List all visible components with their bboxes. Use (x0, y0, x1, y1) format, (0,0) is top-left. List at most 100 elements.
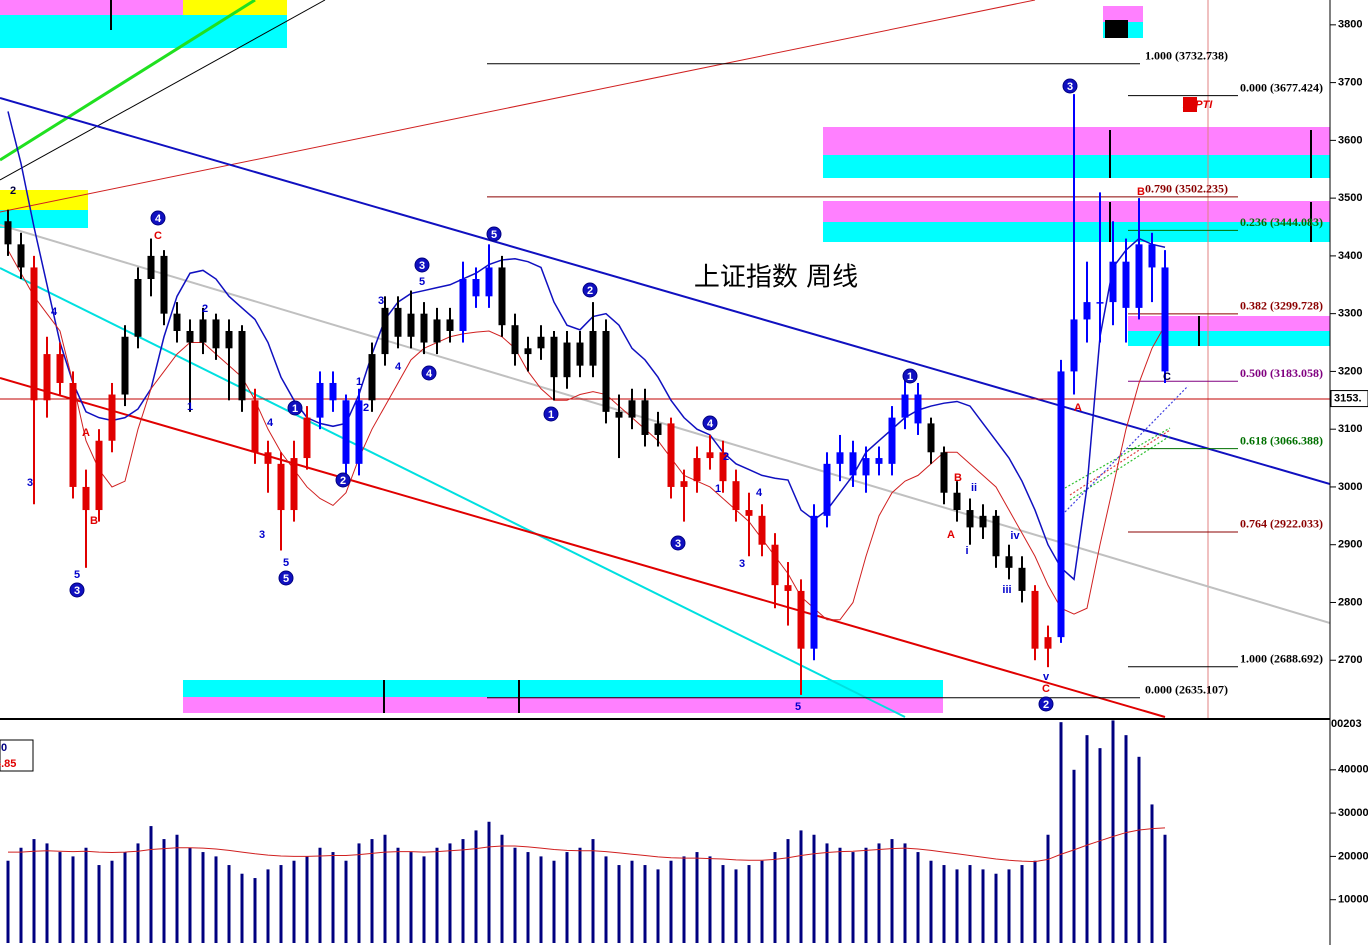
volume-bar (695, 852, 699, 943)
wave-badge (1062, 78, 1078, 94)
wave-badge (335, 472, 351, 488)
wave-label: 2 (10, 185, 16, 197)
volume-bar (669, 860, 673, 943)
volume-bar (825, 843, 829, 943)
wave-label: 3 (259, 529, 265, 541)
y-tick-label: 30000 (1338, 807, 1368, 819)
volume-bar (409, 852, 413, 943)
candle-body (615, 411, 623, 418)
volume-bar (474, 830, 478, 943)
candle-body (225, 330, 233, 349)
price-series (4, 94, 1169, 695)
fib-label: 0.618 (3066.388) (1240, 433, 1323, 447)
candle-body (342, 400, 350, 464)
zone (823, 155, 1330, 178)
candle-body (641, 400, 649, 435)
volume-bar (1007, 869, 1011, 943)
candle-body (329, 382, 337, 401)
volume-bar (370, 839, 374, 943)
y-tick-label: 40000 (1338, 764, 1368, 776)
wave-label: 4 (395, 361, 402, 373)
wave-label: C (154, 230, 162, 242)
candle-body (1148, 244, 1156, 268)
fib-label: 0.000 (2635.107) (1145, 682, 1228, 696)
projection (1064, 427, 1171, 489)
candle-body (1083, 302, 1091, 320)
candle-body (953, 492, 961, 511)
trend-line (0, 0, 326, 181)
volume-bar (539, 856, 543, 943)
wave-label: 4 (155, 213, 162, 225)
zones (0, 0, 1330, 713)
candle-body (485, 267, 493, 297)
volume-bar (331, 852, 335, 943)
tag-box (1183, 97, 1197, 112)
candle-body (1005, 556, 1013, 568)
volume-bar (32, 839, 36, 943)
fib-levels: 1.000 (3732.738) 0.000 (3677.424) 0.790 (3… (487, 48, 1323, 699)
wave-label: iii (1002, 584, 1011, 596)
candle-body (810, 515, 818, 649)
candle-body (134, 278, 142, 337)
trend-line (0, 0, 1036, 213)
y-tick-label: 3700 (1338, 77, 1362, 89)
candle-body (43, 354, 51, 401)
candle-body (576, 342, 584, 366)
volume-bar (812, 834, 816, 943)
volume-bar (552, 860, 556, 943)
candle-body (563, 342, 571, 378)
candle-body (901, 394, 909, 418)
candle-body (888, 417, 896, 464)
candle-body (251, 400, 259, 453)
volume-bar (136, 843, 140, 943)
wave-label: 4 (51, 306, 58, 318)
candle-body (472, 278, 480, 297)
wave-label: 5 (283, 573, 289, 585)
volume-bar (71, 856, 75, 943)
candle-body (1018, 567, 1026, 591)
candle-body (186, 330, 194, 343)
wave-label: B (954, 472, 962, 484)
volume-bar (760, 860, 764, 943)
volume-bar (786, 839, 790, 943)
candle-body (381, 307, 389, 355)
wave-label: 4 (426, 368, 433, 380)
volume-bar (214, 856, 218, 943)
wave-label: 2 (340, 475, 346, 487)
volume-bar (526, 852, 530, 943)
volume-bar (630, 860, 634, 943)
candle-body (693, 458, 701, 482)
volume-bar (448, 843, 452, 943)
trend-line (0, 377, 1166, 718)
fib-label: 0.000 (3677.424) (1240, 80, 1323, 94)
volume-bar (604, 856, 608, 943)
volume-bar (1137, 756, 1141, 943)
volume-bar (591, 839, 595, 943)
wave-labels: 上证指数 周线 2 4 C 4 A 3 B 5 3 2 1 4 1 3 5 5 2 1 2 3 4 5 3 4 5 1 2 4 2 1 4 3… (10, 78, 1213, 713)
wave-badge (582, 282, 598, 298)
volume-bar (1124, 735, 1128, 943)
candle-body (17, 244, 25, 268)
volume-bar (266, 869, 270, 943)
volume-bar (162, 839, 166, 943)
volume-bar (617, 865, 621, 943)
volume-header-label: 00203 (1331, 718, 1362, 730)
candle-body (121, 336, 129, 395)
volume-bar (1020, 865, 1024, 943)
volume-bar (1059, 722, 1063, 943)
trend-line (0, 267, 906, 718)
wave-label: 5 (491, 229, 497, 241)
wave-label: 3 (1067, 81, 1073, 93)
candle-body (719, 452, 727, 482)
volume-bar (981, 869, 985, 943)
wave-label: 1 (187, 401, 193, 413)
candle-body (108, 394, 116, 441)
fib-label: 1.000 (2688.692) (1240, 652, 1323, 666)
wave-label: iv (1010, 530, 1020, 542)
wave-badge (486, 226, 502, 242)
wave-label: 5 (283, 557, 289, 569)
volume-bar (1111, 720, 1115, 943)
candle-body (56, 354, 64, 383)
candle-body (30, 267, 38, 401)
wave-label: 3 (27, 477, 33, 489)
